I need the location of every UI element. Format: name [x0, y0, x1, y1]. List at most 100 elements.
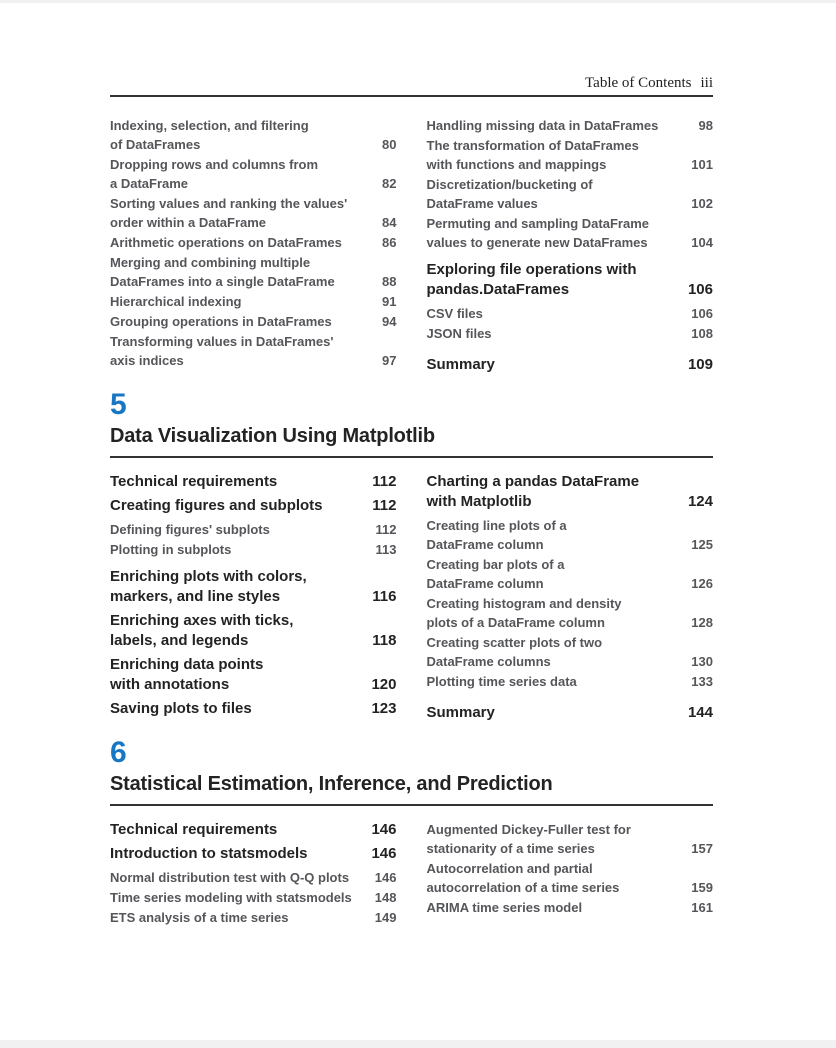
toc-entry[interactable]: Saving plots to files 123 [110, 699, 397, 719]
toc-entry[interactable]: Normal distribution test with Q-Q plots 1… [110, 868, 397, 887]
toc-entry[interactable]: Charting a pandas DataFrame with Matplot… [427, 472, 714, 512]
toc-entry-page-number: 101 [691, 157, 713, 172]
toc-entry-page-number: 104 [691, 235, 713, 250]
toc-entry[interactable]: Technical requirements 112 [110, 472, 397, 492]
toc-entry-title: ETS analysis of a time series [110, 910, 289, 925]
toc-entry-page-number: 126 [691, 576, 713, 591]
toc-entry-title: Discretization/bucketing of DataFrame va… [426, 177, 593, 211]
toc-entry-page-number: 123 [371, 700, 397, 717]
toc-entry[interactable]: Creating line plots of a DataFrame colum… [427, 516, 714, 554]
toc-entry-page-number: 148 [374, 890, 397, 905]
toc-entry-title: Charting a pandas DataFrame with Matplot… [426, 473, 640, 510]
running-header-page-number: iii [700, 75, 713, 91]
toc-entry-title: Plotting time series data [426, 674, 577, 689]
toc-entry[interactable]: Arithmetic operations on DataFrames 86 [110, 233, 397, 252]
toc-entry[interactable]: Autocorrelation and partial autocorrelat… [427, 859, 714, 897]
toc-entry-title: Augmented Dickey-Fuller test for station… [426, 822, 631, 856]
toc-entry-page-number: 102 [691, 196, 713, 211]
toc-entry[interactable]: Handling missing data in DataFrames 98 [427, 116, 714, 135]
toc-entry[interactable]: ARIMA time series model 161 [427, 898, 714, 917]
toc-entry-page-number: 120 [371, 676, 397, 693]
toc-entry-page-number: 82 [382, 176, 397, 191]
toc-entry[interactable]: Creating scatter plots of two DataFrame … [427, 633, 714, 671]
toc-entry[interactable]: Augmented Dickey-Fuller test for station… [427, 820, 714, 858]
toc-entry[interactable]: Creating figures and subplots 112 [110, 496, 397, 516]
toc-entry[interactable]: Summary 144 [427, 703, 714, 723]
toc-entry-title: Autocorrelation and partial autocorrelat… [426, 861, 620, 895]
toc-entry-page-number: 106 [691, 306, 713, 321]
toc-entry-title: Summary [426, 356, 495, 373]
chapter-5-section: 5 Data Visualization Using Matplotlib Tech… [110, 390, 714, 723]
toc-entry[interactable]: Sorting values and ranking the values' o… [110, 194, 397, 232]
toc-entry[interactable]: Discretization/bucketing of DataFrame va… [427, 175, 714, 213]
toc-entry-page-number: 80 [382, 137, 397, 152]
toc-entry-page-number: 91 [382, 294, 397, 309]
toc-entry-title: Creating figures and subplots [110, 497, 323, 514]
toc-entry-page-number: 112 [375, 522, 397, 537]
toc-entry-title: Defining figures' subplots [110, 522, 270, 537]
toc-columns: Technical requirements 146 Introduction to… [110, 820, 713, 927]
header-rule [110, 95, 713, 97]
toc-entry-title: Sorting values and ranking the values' o… [110, 196, 348, 230]
toc-entry-title: Merging and combining multiple DataFrame… [110, 255, 335, 289]
toc-entry[interactable]: Merging and combining multiple DataFrame… [110, 253, 397, 291]
toc-entry[interactable]: Plotting in subplots 113 [110, 540, 397, 559]
toc-entry-title: Indexing, selection, and filtering of Da… [110, 118, 309, 152]
page-edge-bottom [0, 1040, 836, 1048]
toc-entry-page-number: 88 [382, 274, 397, 289]
toc-entry-title: Enriching data points with annotations [110, 656, 264, 693]
toc-column-left: Technical requirements 146 Introduction to… [110, 820, 397, 927]
toc-entry[interactable]: Creating histogram and density plots of … [427, 594, 714, 632]
toc-entry[interactable]: Hierarchical indexing 91 [110, 292, 397, 311]
chapter-title: Statistical Estimation, Inference, and P… [110, 773, 553, 795]
toc-column-right: Handling missing data in DataFrames 98 The… [427, 116, 714, 375]
toc-entry[interactable]: Permuting and sampling DataFrame values … [427, 214, 714, 252]
toc-entry-title: Plotting in subplots [110, 542, 232, 557]
toc-entry-page-number: 106 [687, 281, 713, 298]
toc-entry[interactable]: Transforming values in DataFrames' axis … [110, 332, 397, 370]
toc-entry-title: JSON files [426, 326, 492, 341]
toc-entry-title: Enriching plots with colors, markers, an… [110, 568, 307, 605]
toc-entry[interactable]: Dropping rows and columns from a DataFra… [110, 155, 397, 193]
toc-entry-page-number: 144 [687, 704, 713, 721]
toc-entry[interactable]: ETS analysis of a time series 149 [110, 908, 397, 927]
toc-entry-page-number: 146 [371, 821, 397, 838]
toc-entry[interactable]: Enriching axes with ticks, labels, and l… [110, 611, 397, 651]
toc-entry-title: Summary [426, 704, 495, 721]
toc-entry[interactable]: Grouping operations in DataFrames 94 [110, 312, 397, 331]
toc-entry[interactable]: Time series modeling with statsmodels 148 [110, 888, 397, 907]
toc-entry[interactable]: Enriching plots with colors, markers, an… [110, 567, 397, 607]
continued-entries-section: Indexing, selection, and filtering of Da… [110, 116, 713, 375]
toc-entry[interactable]: The transformation of DataFrames with fu… [427, 136, 714, 174]
toc-entry-title: Permuting and sampling DataFrame values … [426, 216, 650, 250]
toc-entry-page-number: 116 [372, 588, 397, 605]
toc-entry[interactable]: Defining figures' subplots 112 [110, 520, 397, 539]
toc-entry[interactable]: Summary 109 [427, 355, 714, 375]
toc-entry-title: Creating bar plots of a DataFrame column [426, 557, 565, 591]
toc-entry[interactable]: Enriching data points with annotations 12… [110, 655, 397, 695]
toc-entry-page-number: 112 [372, 473, 397, 490]
toc-entry-title: Normal distribution test with Q-Q plots [110, 870, 350, 885]
toc-entry-page-number: 94 [382, 314, 397, 329]
toc-column-right: Augmented Dickey-Fuller test for station… [427, 820, 714, 927]
toc-entry[interactable]: CSV files 106 [427, 304, 714, 323]
toc-entry[interactable]: Plotting time series data 133 [427, 672, 714, 691]
toc-entry-title: ARIMA time series model [426, 900, 583, 915]
toc-entry[interactable]: JSON files 108 [427, 324, 714, 343]
toc-entry-title: Exploring file operations with pandas.Da… [426, 261, 637, 298]
toc-entry-page-number: 133 [691, 674, 713, 689]
toc-entry-title: Arithmetic operations on DataFrames [110, 235, 342, 250]
toc-entry[interactable]: Creating bar plots of a DataFrame column… [427, 555, 714, 593]
toc-entry-page-number: 113 [375, 542, 397, 557]
toc-entry-title: Transforming values in DataFrames' axis … [110, 334, 334, 368]
toc-entry-page-number: 161 [691, 900, 713, 915]
toc-entry[interactable]: Introduction to statsmodels 146 [110, 844, 397, 864]
toc-entry-page-number: 125 [691, 537, 713, 552]
toc-entry-page-number: 84 [382, 215, 397, 230]
toc-entry[interactable]: Exploring file operations with pandas.Da… [427, 260, 714, 300]
toc-entry-title: CSV files [426, 306, 483, 321]
toc-entry[interactable]: Indexing, selection, and filtering of Da… [110, 116, 397, 154]
running-header: Table of Contents iii [110, 0, 713, 92]
toc-entry-page-number: 124 [687, 493, 713, 510]
toc-entry[interactable]: Technical requirements 146 [110, 820, 397, 840]
